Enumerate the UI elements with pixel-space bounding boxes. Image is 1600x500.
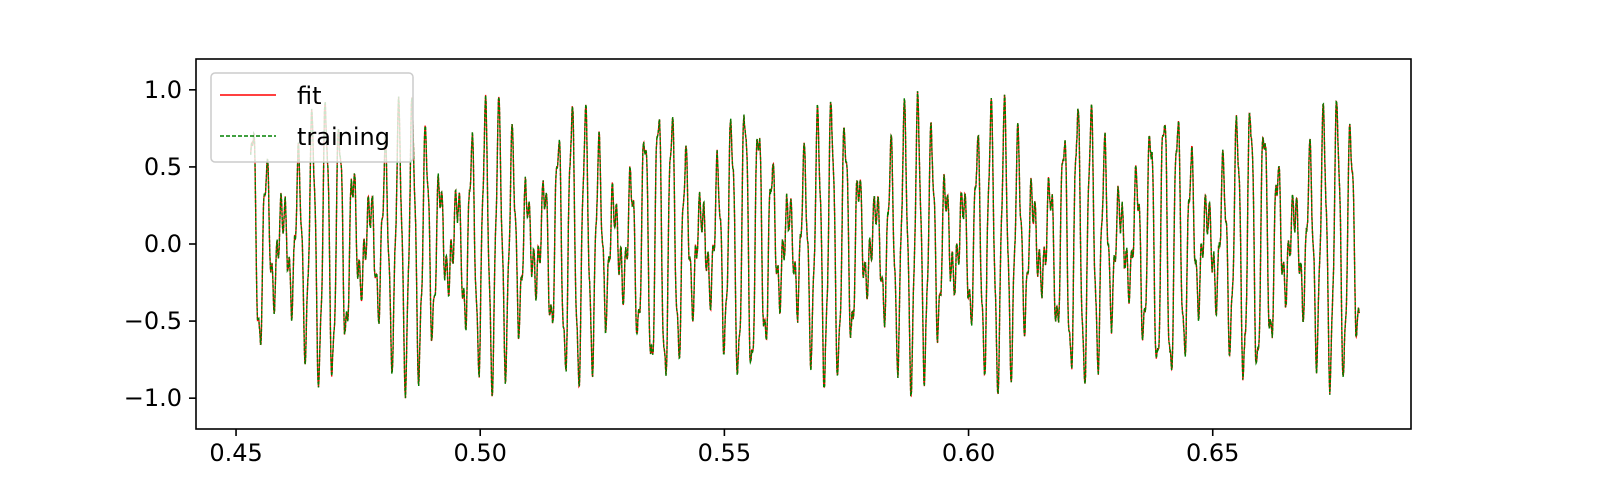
x-tick-label: 0.65 [1186, 439, 1239, 467]
axes: 0.45 0.50 0.55 0.60 0.65 1.0 0.5 0.0 −0.5 −1.0 [124, 58, 1412, 467]
y-tick-label: 0.5 [144, 153, 182, 181]
x-tick-label: 0.55 [698, 439, 751, 467]
x-tick-label: 0.50 [453, 439, 506, 467]
x-tick-label: 0.60 [942, 439, 995, 467]
legend: fit training [210, 72, 414, 163]
legend-fit-label: fit [297, 82, 322, 110]
y-tick-label: 0.0 [144, 230, 182, 258]
plot-area [249, 91, 1360, 399]
legend-training-label: training [297, 123, 390, 151]
y-tick-label: −0.5 [124, 307, 182, 335]
y-tick-label: −1.0 [124, 384, 182, 412]
x-tick-label: 0.45 [209, 439, 262, 467]
series-training-line [249, 91, 1360, 399]
y-tick-label: 1.0 [144, 76, 182, 104]
